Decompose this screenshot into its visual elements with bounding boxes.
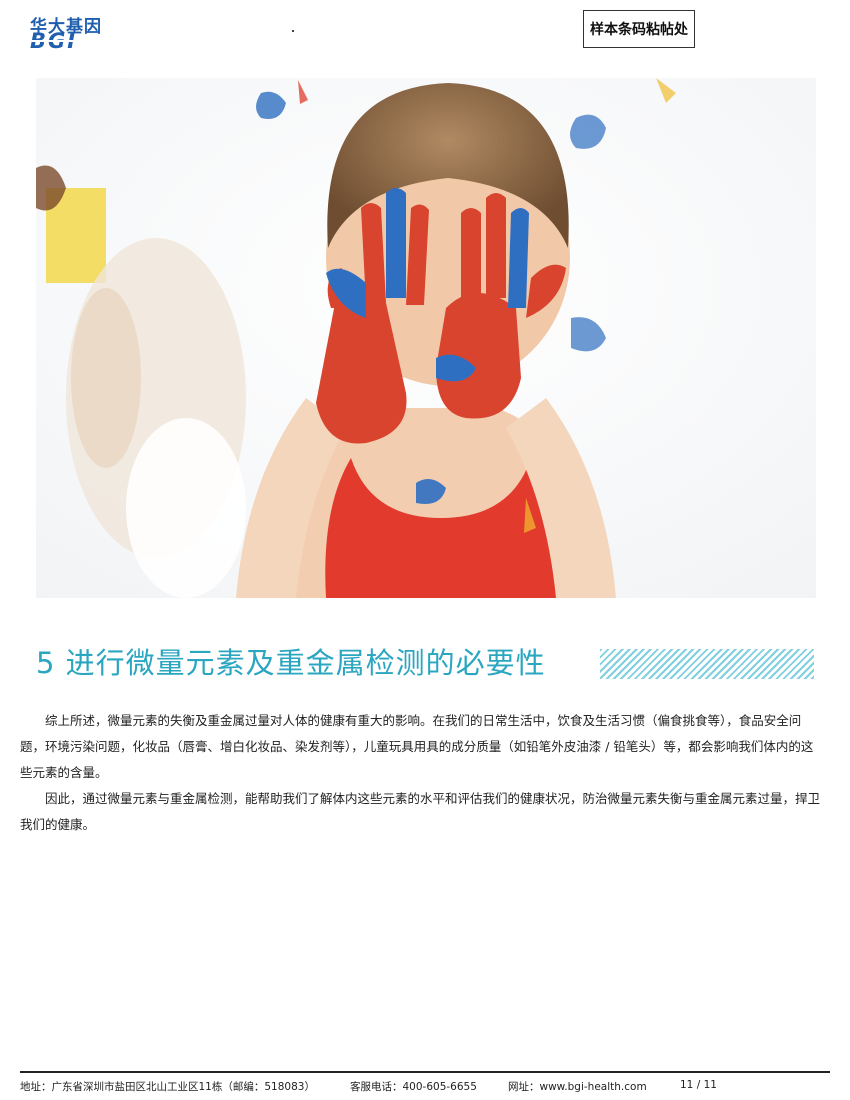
section-body: 综上所述，微量元素的失衡及重金属过量对人体的健康有重大的影响。在我们的日常生活中… [20,708,825,838]
title-hatch-decoration [600,649,814,679]
stray-dot [292,30,294,32]
logo-english-text: BGI [30,29,78,53]
paragraph: 综上所述，微量元素的失衡及重金属过量对人体的健康有重大的影响。在我们的日常生活中… [20,713,814,780]
footer-divider [20,1071,830,1073]
footer-website: 网址：www.bgi-health.com [508,1081,647,1093]
logo-chinese-text: 华大基因 [30,17,102,37]
barcode-sticker-box: 样本条码粘帖处 [583,10,695,48]
footer-phone: 客服电话：400-605-6655 [350,1081,477,1093]
barcode-label: 样本条码粘帖处 [590,22,688,38]
section-title: 5 进行微量元素及重金属检测的必要性 [36,646,546,680]
bgi-logo: 华大基因 BGI [30,12,120,53]
paragraph: 因此，通过微量元素与重金属检测，能帮助我们了解体内这些元素的水平和评估我们的健康… [20,791,821,832]
hero-photo [36,78,816,598]
footer-address: 地址：广东省深圳市盐田区北山工业区11栋（邮编：518083） [20,1081,315,1093]
page-number: 11 / 11 [680,1079,717,1091]
